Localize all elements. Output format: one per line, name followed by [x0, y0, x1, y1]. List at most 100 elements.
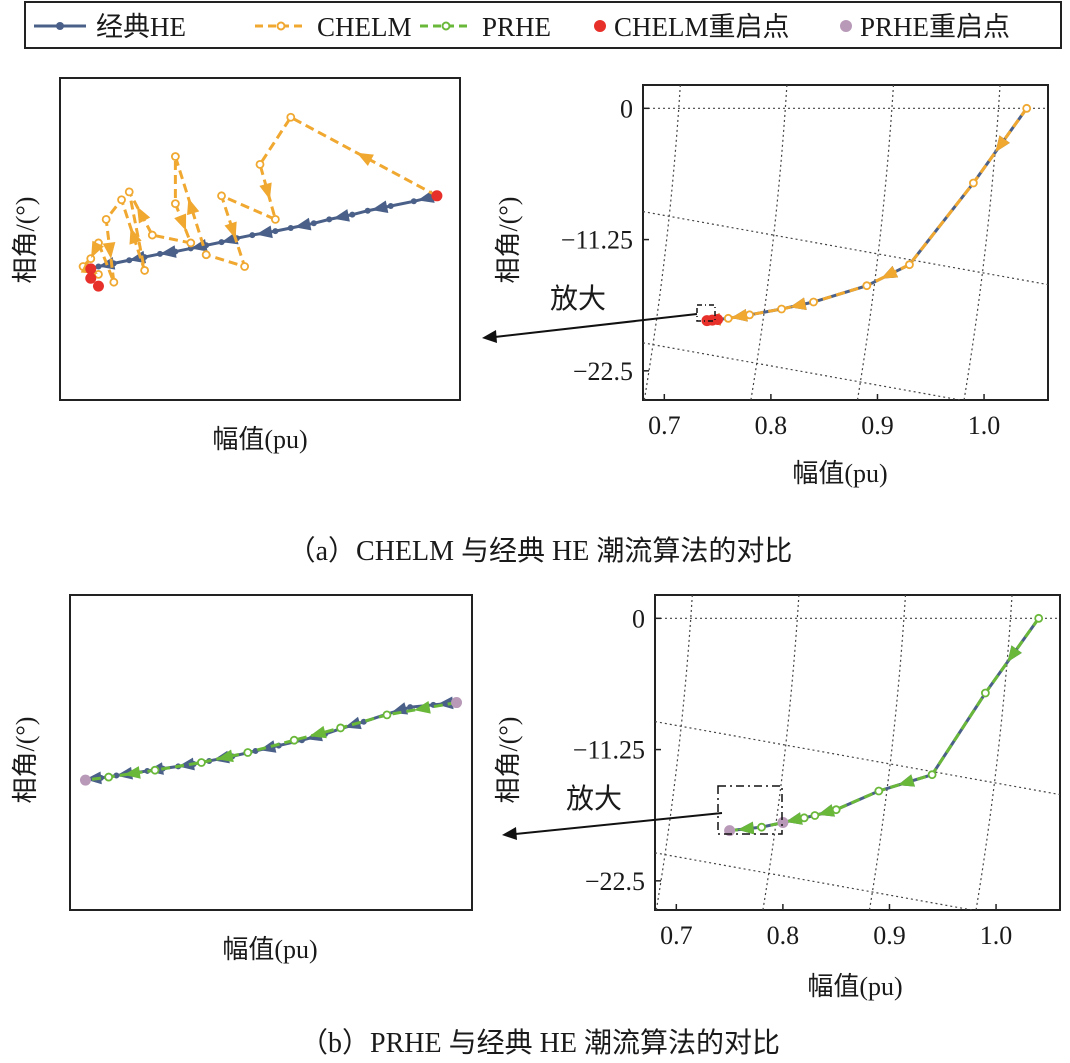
data-point [326, 216, 333, 223]
data-point [170, 152, 180, 161]
plot-area [643, 85, 1048, 400]
gridline-magnitude [750, 85, 788, 400]
polar-grid [655, 595, 1060, 910]
legend-entry: PRHE重启点 [840, 12, 1010, 42]
series-经典HE [703, 105, 1030, 326]
restart-point [712, 314, 724, 325]
series-经典HE [726, 615, 1042, 835]
plot-frame-a-right [642, 84, 1049, 401]
series-CHELM重启点 [701, 314, 724, 327]
plot-a-left [78, 112, 443, 292]
data-point [757, 822, 766, 832]
data-point [410, 198, 417, 205]
gridline-magnitude [643, 85, 681, 400]
direction-arrow [897, 774, 915, 787]
data-point [186, 238, 196, 248]
x-tick-label: 0.8 [767, 921, 800, 950]
direction-arrow [731, 308, 748, 322]
series-line [85, 701, 457, 781]
xlabel-a-right: 幅值(pu) [792, 459, 887, 488]
zoom-arrowhead-b [502, 827, 517, 840]
direction-arrow [789, 297, 807, 311]
zoom-label-b: 放大 [566, 783, 622, 815]
data-point [777, 304, 786, 314]
series-line [729, 617, 1040, 833]
restart-point [79, 774, 91, 786]
data-point [272, 228, 279, 235]
data-point [124, 187, 134, 197]
plot-a-right: 0.7 0.8 0.9 1.0 0 −11.25 −22.5 [561, 85, 1048, 440]
direction-arrow [371, 200, 389, 214]
legend-marker [276, 21, 286, 31]
legend-entry: CHELM [255, 12, 412, 42]
direction-arrow [737, 821, 755, 835]
panel-a: 相角/(°) 幅值(pu) 0.7 0.8 0.9 1.0 0 −11.25 −22.5 相… [11, 77, 1049, 567]
data-point [270, 214, 280, 224]
panel-b: 相角/(°) 幅值(pu) 0.7 0.8 0.9 1.0 0 −11.25 −22.5 相… [11, 594, 1061, 1059]
xlabel-a-left: 幅值(pu) [212, 425, 307, 454]
data-point [1022, 103, 1032, 113]
x-tick-label: 1.0 [980, 921, 1013, 950]
gridline-magnitude [975, 595, 1013, 910]
direction-arrow [129, 227, 142, 245]
plot-frame-b-right [654, 594, 1061, 911]
x-tick-label: 0.9 [861, 411, 894, 440]
data-point [1034, 613, 1044, 623]
direction-arrow [817, 804, 835, 817]
legend-label: CHELM [317, 12, 412, 42]
legend-entry: CHELM重启点 [594, 12, 790, 42]
restart-point [777, 817, 789, 828]
series-CHELM [702, 103, 1032, 326]
data-point [407, 704, 414, 711]
data-point [255, 159, 265, 169]
y-tick-label: 0 [620, 94, 633, 123]
direction-arrow [216, 749, 234, 763]
plot-area [79, 696, 463, 786]
zoom-box-a [696, 304, 716, 322]
series-line [85, 701, 457, 782]
ylabel-b-right: 相角/(°) [494, 717, 523, 804]
y-tick-label: −22.5 [585, 867, 645, 896]
data-point [101, 214, 111, 224]
direction-arrow [390, 702, 409, 715]
data-point [201, 250, 211, 260]
data-point [831, 805, 841, 815]
data-point [723, 313, 733, 323]
xlabel-b-right: 幅值(pu) [807, 972, 902, 1001]
direction-arrow [102, 242, 116, 259]
direction-arrow [187, 197, 200, 216]
ylabel-a-left: 相角/(°) [11, 197, 40, 284]
direction-arrow [436, 696, 454, 710]
series-line [80, 115, 438, 283]
direction-arrow [356, 152, 374, 166]
plot-area [78, 112, 443, 292]
restart-point [85, 272, 97, 284]
direction-arrow [1007, 645, 1022, 663]
x-tick-label: 0.7 [660, 921, 693, 950]
data-point [874, 786, 884, 796]
data-point [382, 710, 392, 720]
direction-arrow [159, 245, 177, 258]
polar-grid [643, 85, 1048, 400]
data-point [86, 254, 96, 264]
data-point [150, 765, 160, 775]
gridline-angle [655, 720, 1060, 796]
direction-arrow [294, 217, 312, 231]
data-point [147, 230, 157, 240]
x-tick-label: 0.8 [755, 411, 788, 440]
direction-arrow [136, 206, 151, 224]
legend-label: 经典HE [96, 12, 186, 42]
x-tick-label: 0.9 [873, 921, 906, 950]
direction-arrow [413, 701, 431, 714]
data-point [862, 281, 872, 291]
caption-b: （b）PRHE 与经典 HE 潮流算法的对比 [300, 1027, 780, 1059]
data-point [927, 770, 937, 780]
data-point [286, 112, 296, 122]
direction-arrow [255, 225, 273, 239]
data-point [360, 718, 367, 725]
direction-arrow [785, 812, 803, 825]
legend: 经典HE CHELM PRHE CHELM重启点 PRHE重启点 [24, 1, 1062, 49]
zoom-box-b [717, 785, 783, 835]
data-point [217, 191, 226, 201]
